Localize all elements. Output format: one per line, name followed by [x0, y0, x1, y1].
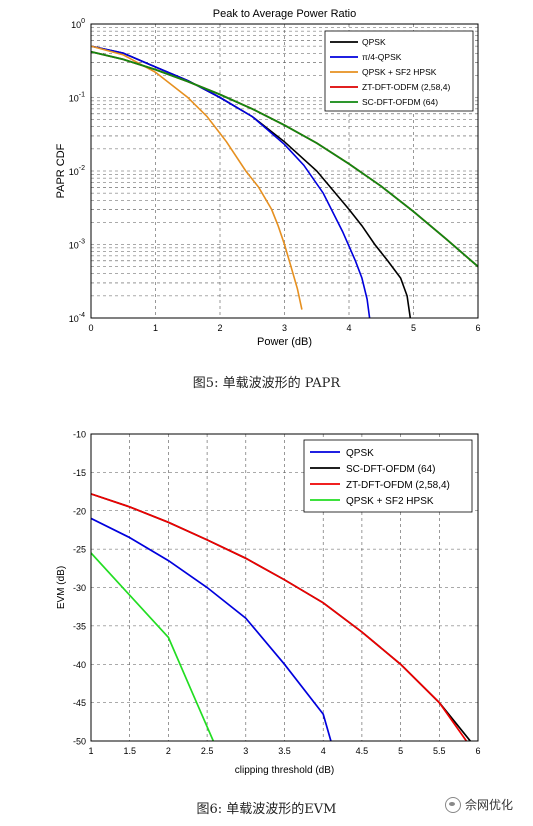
series-line-4: [91, 552, 215, 741]
legend-label: ZT-DFT-OFDM (2,58,4): [346, 480, 450, 491]
y-tick-label: -15: [73, 468, 86, 478]
plot-frame: [90, 23, 479, 319]
legend-label: π/4-QPSK: [362, 52, 402, 62]
series-line-5: [90, 50, 479, 268]
x-axis-label: clipping threshold (dB): [235, 765, 335, 776]
y-tick-label: -25: [73, 545, 86, 555]
legend-label: QPSK + SF2 HPSK: [346, 496, 434, 507]
legend-label: ZT-DFT-ODFM (2,58,4): [362, 82, 450, 92]
legend-label: SC-DFT-OFDM (64): [346, 464, 435, 475]
y-tick-label: 10-2: [69, 165, 85, 177]
x-tick-label: 5: [411, 323, 416, 333]
y-tick-label: 10-3: [69, 239, 85, 251]
x-tick-label: 2.5: [201, 746, 214, 756]
legend-label: QPSK: [362, 37, 386, 47]
y-tick-label: -35: [73, 621, 86, 631]
y-tick-label: -10: [73, 430, 86, 440]
evm-chart: 1 1.5 2 2.5 3 3.5 4 4.5 5 5.5 6 -10 -15 -20 -25 -30 -35 -…: [56, 430, 481, 777]
x-tick-label: 2: [166, 746, 171, 756]
x-tick-label: 4: [346, 323, 351, 333]
x-tick-label: 3: [243, 746, 248, 756]
figure-5-caption: 图5: 单载波波形的 PAPR: [192, 376, 341, 391]
x-tick-label: 0: [88, 323, 93, 333]
y-tick-label: 100: [71, 18, 85, 30]
figure-6-caption: 图6: 单载波波形的EVM: [196, 802, 337, 817]
chart-title: Peak to Average Power Ratio: [213, 8, 357, 20]
x-tick-label: 2: [217, 323, 222, 333]
x-tick-label: 6: [475, 323, 480, 333]
series-line-2: [90, 45, 371, 319]
y-tick-label: -20: [73, 506, 86, 516]
y-tick-label: 10-4: [69, 312, 85, 324]
x-tick-label: 1.5: [123, 746, 136, 756]
x-tick-label: 1: [88, 746, 93, 756]
x-tick-label: 6: [475, 746, 480, 756]
y-tick-label: -30: [73, 583, 86, 593]
papr-chart: 0 1 2 3 4 5 6 10-4 10-3 10-2 10-1 100 Peak to Averag…: [55, 8, 481, 348]
watermark-text: 佘网优化: [464, 798, 513, 812]
x-axis-label: Power (dB): [257, 336, 312, 348]
series-line-1: [91, 517, 332, 741]
legend-label: QPSK + SF2 HPSK: [362, 67, 437, 77]
legend-box: [324, 30, 474, 112]
series-line-3: [90, 45, 303, 310]
watermark: 佘网优化: [444, 796, 513, 813]
x-tick-label: 5.5: [433, 746, 446, 756]
y-tick-label: -50: [73, 737, 86, 747]
x-tick-label: 1: [153, 323, 158, 333]
x-tick-label: 4.5: [356, 746, 369, 756]
series-line-3: [91, 493, 468, 741]
plot-frame: [90, 433, 479, 742]
y-axis-label: PAPR CDF: [55, 143, 67, 198]
legend-label: QPSK: [346, 448, 374, 459]
x-tick-label: 5: [398, 746, 403, 756]
wechat-icon: [444, 796, 461, 813]
y-axis-label: EVM (dB): [56, 566, 67, 609]
legend-label: SC-DFT-OFDM (64): [362, 97, 438, 107]
x-tick-label: 4: [321, 746, 326, 756]
y-tick-label: -40: [73, 660, 86, 670]
x-tick-label: 3: [282, 323, 287, 333]
y-tick-label: 10-1: [69, 92, 85, 104]
x-tick-label: 3.5: [278, 746, 291, 756]
y-tick-label: -45: [73, 698, 86, 708]
